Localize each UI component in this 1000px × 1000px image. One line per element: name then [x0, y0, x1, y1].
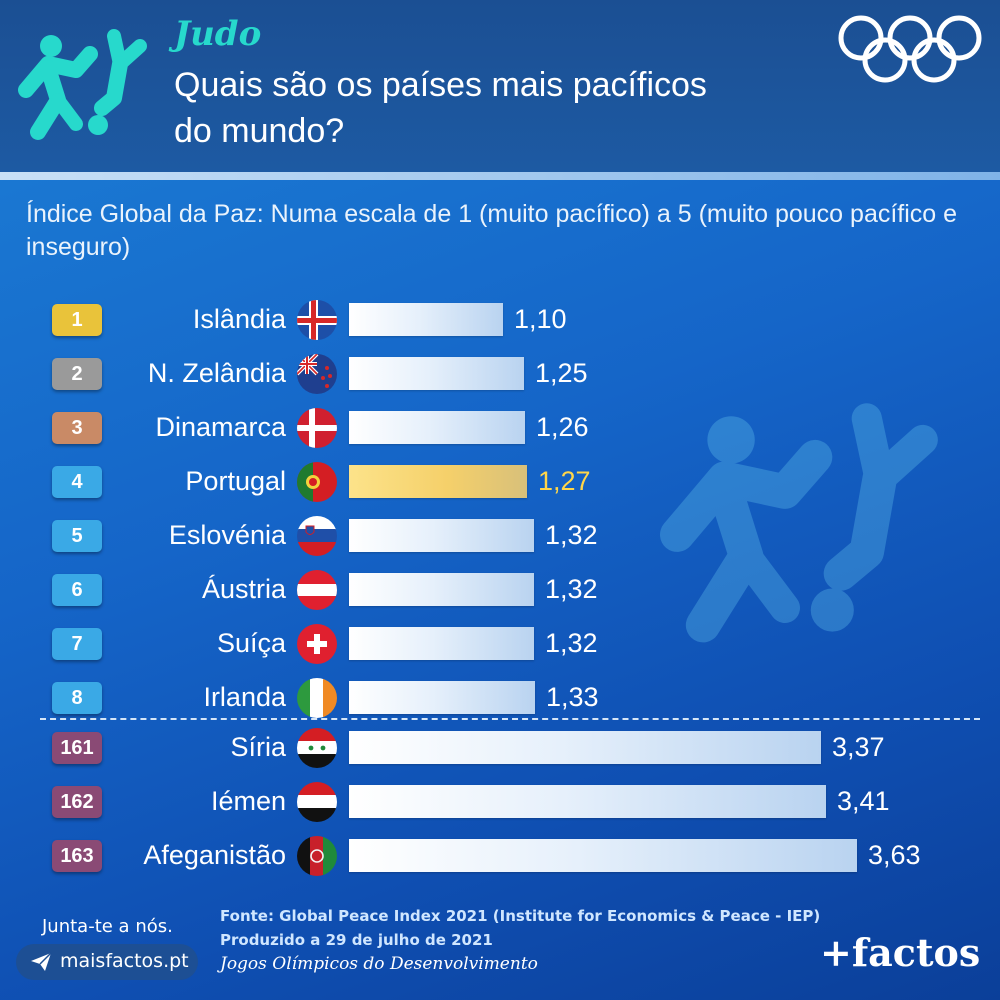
chart-row: 5 Eslovénia 1,32 [0, 508, 1000, 562]
rank-badge: 162 [52, 786, 102, 818]
denmark-flag-icon [297, 408, 337, 448]
join-text: Junta-te a nós. [42, 916, 173, 937]
country-label: Dinamarca [155, 412, 286, 442]
bar [349, 627, 534, 660]
series-name: Jogos Olímpicos do Desenvolvimento [220, 954, 538, 974]
bar [349, 731, 821, 764]
bar [349, 465, 527, 498]
chart-row: 163 Afeganistão 3,63 [0, 828, 1000, 882]
rank-badge: 2 [52, 358, 102, 390]
produced-date: Produzido a 29 de julho de 2021 [220, 931, 493, 949]
chart-row: 3 Dinamarca 1,26 [0, 400, 1000, 454]
page-title: Quais são os países mais pacíficos do mu… [174, 66, 707, 150]
country-label: Iémen [210, 786, 286, 816]
chart-title: Índice Global da Paz: Numa escala de 1 (… [26, 200, 958, 261]
site-url: maisfactos.pt [60, 950, 189, 972]
country-label: Portugal [185, 466, 286, 496]
site-link[interactable]: maisfactos.pt [16, 944, 198, 980]
bar-chart: 1 Islândia 1,10 2 N. Zelândia 1,25 3 Dinamarca 1… [0, 290, 1000, 890]
rank-badge: 163 [52, 840, 102, 872]
switzerland-flag-icon [297, 624, 337, 664]
brand-logo: +factos [820, 930, 981, 975]
chart-row: 8 Irlanda 1,33 [0, 670, 1000, 724]
value-label: 1,26 [536, 412, 589, 442]
iceland-flag-icon [297, 300, 337, 340]
country-label: Afeganistão [143, 840, 286, 870]
country-label: Suíça [216, 628, 286, 658]
judo-pictogram-icon [18, 29, 147, 140]
bar [349, 357, 524, 390]
header-divider [0, 172, 1000, 180]
paper-plane-icon [31, 952, 52, 971]
chart-row: 162 Iémen 3,41 [0, 774, 1000, 828]
rank-badge: 5 [52, 520, 102, 552]
country-label: Islândia [192, 304, 286, 334]
value-label: 1,25 [535, 358, 588, 388]
judo-watermark-icon [660, 403, 938, 643]
country-label: Eslovénia [168, 520, 286, 550]
chart-row: 161 Síria 3,37 [0, 720, 1000, 774]
rank-badge: 6 [52, 574, 102, 606]
yemen-flag-icon [297, 782, 337, 822]
slovenia-flag-icon [297, 516, 337, 556]
value-label: 1,33 [546, 682, 599, 712]
value-label: 3,41 [837, 786, 890, 816]
value-label: 1,32 [545, 520, 598, 550]
chart-row: 6 Áustria 1,32 [0, 562, 1000, 616]
rank-badge: 161 [52, 732, 102, 764]
chart-row: 7 Suíça 1,32 [0, 616, 1000, 670]
country-label: Síria [230, 732, 286, 762]
ireland-flag-icon [297, 678, 337, 718]
rank-badge: 7 [52, 628, 102, 660]
value-label: 1,32 [545, 628, 598, 658]
chart-divider [40, 718, 980, 720]
new-zealand-flag-icon [297, 354, 337, 394]
bar [349, 573, 534, 606]
source-text: Fonte: Global Peace Index 2021 (Institut… [220, 907, 821, 925]
rank-badge: 8 [52, 682, 102, 714]
bar [349, 839, 857, 872]
header [0, 0, 1000, 172]
value-label: 3,37 [832, 732, 885, 762]
afghanistan-flag-icon [297, 836, 337, 876]
country-label: Áustria [201, 574, 286, 604]
bar [349, 411, 525, 444]
rank-badge: 4 [52, 466, 102, 498]
syria-flag-icon [297, 728, 337, 768]
value-label: 1,27 [538, 466, 591, 496]
value-label: 3,63 [868, 840, 921, 870]
rank-badge: 1 [52, 304, 102, 336]
austria-flag-icon [297, 570, 337, 610]
chart-row: 2 N. Zelândia 1,25 [0, 346, 1000, 400]
country-label: Irlanda [203, 682, 286, 712]
country-label: N. Zelândia [147, 358, 286, 388]
sport-title: Judo [174, 14, 262, 54]
chart-row: 4 Portugal 1,27 [0, 454, 1000, 508]
portugal-flag-icon [297, 462, 337, 502]
bar [349, 681, 535, 714]
value-label: 1,32 [545, 574, 598, 604]
chart-row: 1 Islândia 1,10 [0, 292, 1000, 346]
bar [349, 519, 534, 552]
olympic-rings-icon [838, 15, 982, 83]
bar [349, 303, 503, 336]
bar [349, 785, 826, 818]
rank-badge: 3 [52, 412, 102, 444]
value-label: 1,10 [514, 304, 567, 334]
